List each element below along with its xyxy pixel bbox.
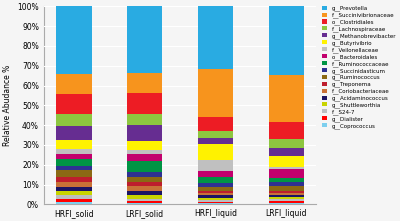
Bar	[127, 93, 162, 114]
Y-axis label: Relative Abudance %: Relative Abudance %	[3, 65, 12, 146]
Bar	[268, 122, 304, 139]
Bar	[268, 203, 304, 204]
Bar	[56, 170, 92, 177]
Bar	[268, 167, 304, 169]
Bar	[198, 171, 233, 177]
Bar	[56, 154, 92, 159]
Bar	[198, 202, 233, 203]
Bar	[127, 154, 162, 161]
Bar	[198, 160, 233, 171]
Bar	[268, 193, 304, 195]
Bar	[268, 139, 304, 148]
Bar	[56, 149, 92, 154]
Bar	[268, 182, 304, 186]
Bar	[56, 74, 92, 94]
Bar	[198, 69, 233, 117]
Bar	[127, 177, 162, 182]
Bar	[127, 191, 162, 195]
Bar	[56, 94, 92, 114]
Bar	[56, 202, 92, 204]
Bar	[198, 117, 233, 131]
Bar	[268, 156, 304, 167]
Bar	[198, 137, 233, 144]
Bar	[56, 114, 92, 126]
Bar	[268, 195, 304, 197]
Bar	[198, 183, 233, 187]
Bar	[268, 75, 304, 122]
Bar	[198, 144, 233, 160]
Bar	[198, 198, 233, 200]
Bar	[198, 177, 233, 183]
Bar	[268, 199, 304, 201]
Bar	[268, 191, 304, 193]
Bar	[56, 191, 92, 195]
Bar	[56, 182, 92, 187]
Bar	[56, 195, 92, 198]
Bar	[127, 125, 162, 141]
Bar	[127, 73, 162, 93]
Bar	[198, 187, 233, 191]
Bar	[198, 195, 233, 198]
Bar	[268, 148, 304, 156]
Bar	[56, 126, 92, 140]
Bar	[127, 172, 162, 177]
Bar	[127, 195, 162, 199]
Bar	[127, 141, 162, 150]
Bar	[56, 140, 92, 149]
Bar	[127, 182, 162, 186]
Bar	[268, 169, 304, 178]
Bar	[56, 198, 92, 202]
Bar	[268, 178, 304, 182]
Bar	[127, 150, 162, 154]
Bar	[56, 177, 92, 182]
Bar	[56, 187, 92, 191]
Bar	[127, 186, 162, 191]
Bar	[268, 186, 304, 191]
Bar	[127, 199, 162, 201]
Bar	[198, 191, 233, 193]
Bar	[268, 201, 304, 203]
Bar	[56, 166, 92, 170]
Bar	[198, 6, 233, 69]
Bar	[56, 159, 92, 166]
Bar	[268, 6, 304, 75]
Bar	[56, 6, 92, 74]
Bar	[198, 131, 233, 137]
Bar	[127, 161, 162, 172]
Bar	[127, 201, 162, 203]
Bar	[127, 6, 162, 73]
Bar	[198, 193, 233, 195]
Bar	[198, 203, 233, 204]
Bar	[268, 197, 304, 199]
Bar	[198, 200, 233, 202]
Bar	[127, 203, 162, 204]
Legend: g__Prevotella, f__Succinivibrionaceae, o__Clostridiales, f__Lachnospiraceae, g__: g__Prevotella, f__Succinivibrionaceae, o…	[322, 5, 397, 129]
Bar	[127, 114, 162, 125]
